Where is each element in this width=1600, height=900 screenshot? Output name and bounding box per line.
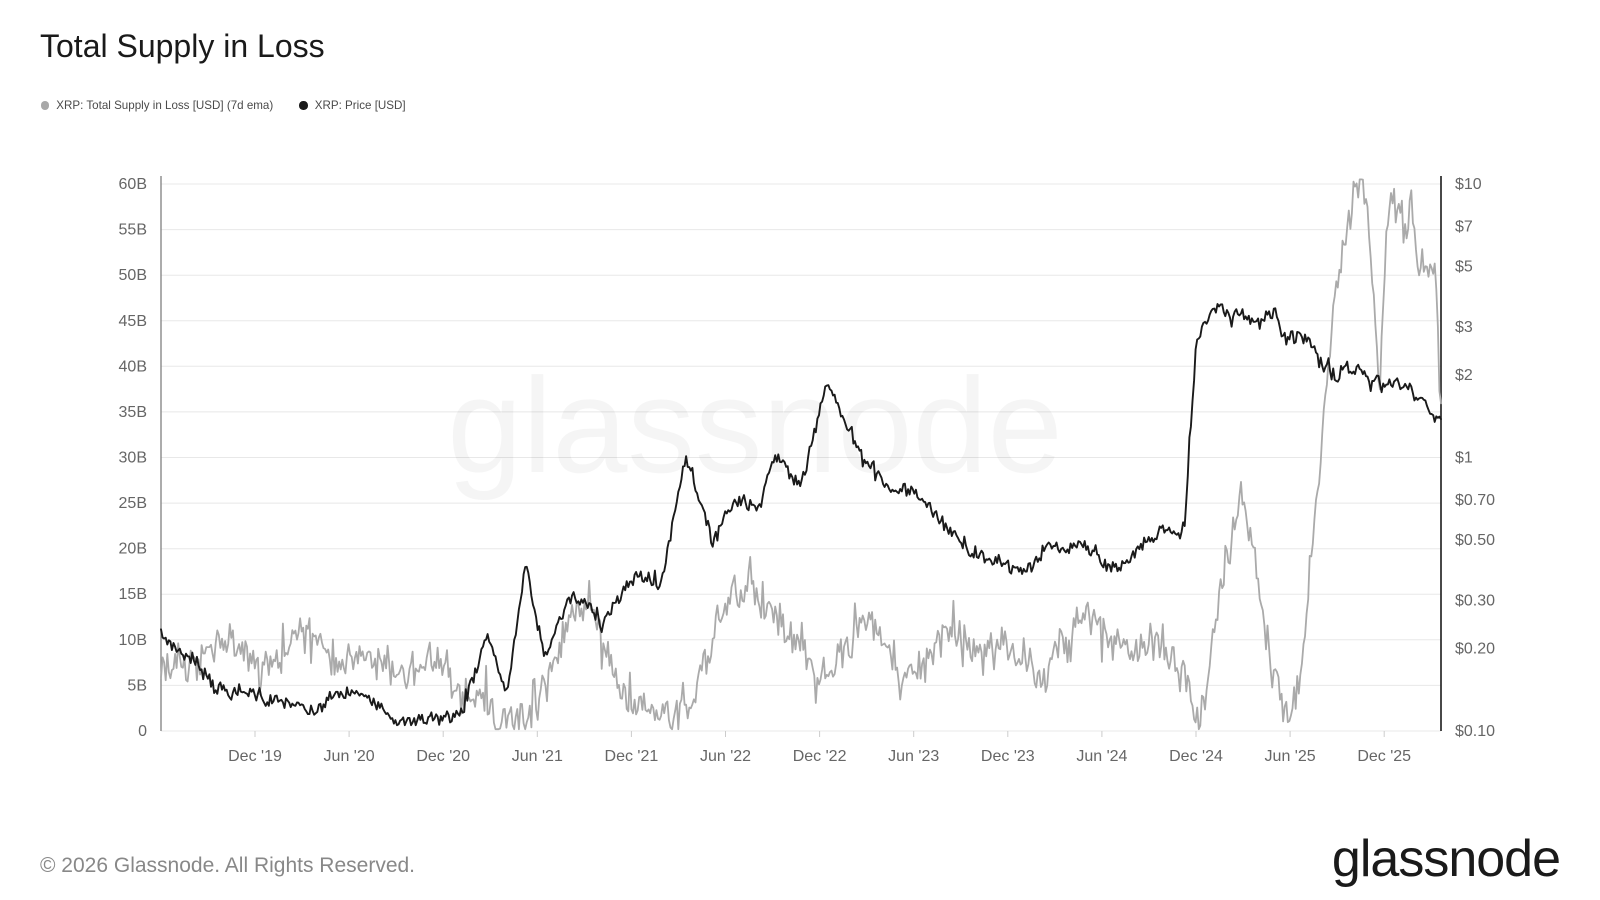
svg-text:20B: 20B: [119, 541, 147, 558]
svg-text:Jun '20: Jun '20: [324, 748, 375, 765]
svg-text:$0.10: $0.10: [1455, 723, 1495, 740]
svg-text:$2: $2: [1455, 367, 1473, 384]
svg-text:$0.70: $0.70: [1455, 492, 1495, 509]
svg-text:Dec '24: Dec '24: [1169, 748, 1223, 765]
svg-text:Jun '22: Jun '22: [700, 748, 751, 765]
svg-text:15B: 15B: [119, 586, 147, 603]
svg-text:Dec '21: Dec '21: [605, 748, 659, 765]
svg-text:glassnode: glassnode: [447, 350, 1062, 501]
svg-text:Jun '21: Jun '21: [512, 748, 563, 765]
svg-text:35B: 35B: [119, 404, 147, 421]
svg-text:$0.20: $0.20: [1455, 641, 1495, 658]
svg-text:10B: 10B: [119, 632, 147, 649]
svg-text:Dec '20: Dec '20: [416, 748, 470, 765]
svg-text:50B: 50B: [119, 267, 147, 284]
svg-text:30B: 30B: [119, 450, 147, 467]
svg-text:40B: 40B: [119, 358, 147, 375]
svg-text:$3: $3: [1455, 319, 1473, 336]
svg-text:Jun '25: Jun '25: [1265, 748, 1316, 765]
svg-text:Dec '19: Dec '19: [228, 748, 282, 765]
svg-text:Jun '24: Jun '24: [1076, 748, 1127, 765]
svg-text:5B: 5B: [127, 677, 147, 694]
svg-text:Dec '23: Dec '23: [981, 748, 1035, 765]
svg-text:60B: 60B: [119, 176, 147, 193]
svg-text:$0.50: $0.50: [1455, 532, 1495, 549]
svg-text:55B: 55B: [119, 222, 147, 239]
svg-text:0: 0: [138, 723, 147, 740]
svg-text:$7: $7: [1455, 218, 1473, 235]
svg-text:Dec '25: Dec '25: [1357, 748, 1411, 765]
svg-text:Dec '22: Dec '22: [793, 748, 847, 765]
svg-text:Jun '23: Jun '23: [888, 748, 939, 765]
svg-text:$10: $10: [1455, 176, 1482, 193]
svg-text:$5: $5: [1455, 258, 1473, 275]
svg-text:$0.30: $0.30: [1455, 593, 1495, 610]
svg-text:$1: $1: [1455, 450, 1473, 467]
svg-text:45B: 45B: [119, 313, 147, 330]
svg-text:25B: 25B: [119, 495, 147, 512]
